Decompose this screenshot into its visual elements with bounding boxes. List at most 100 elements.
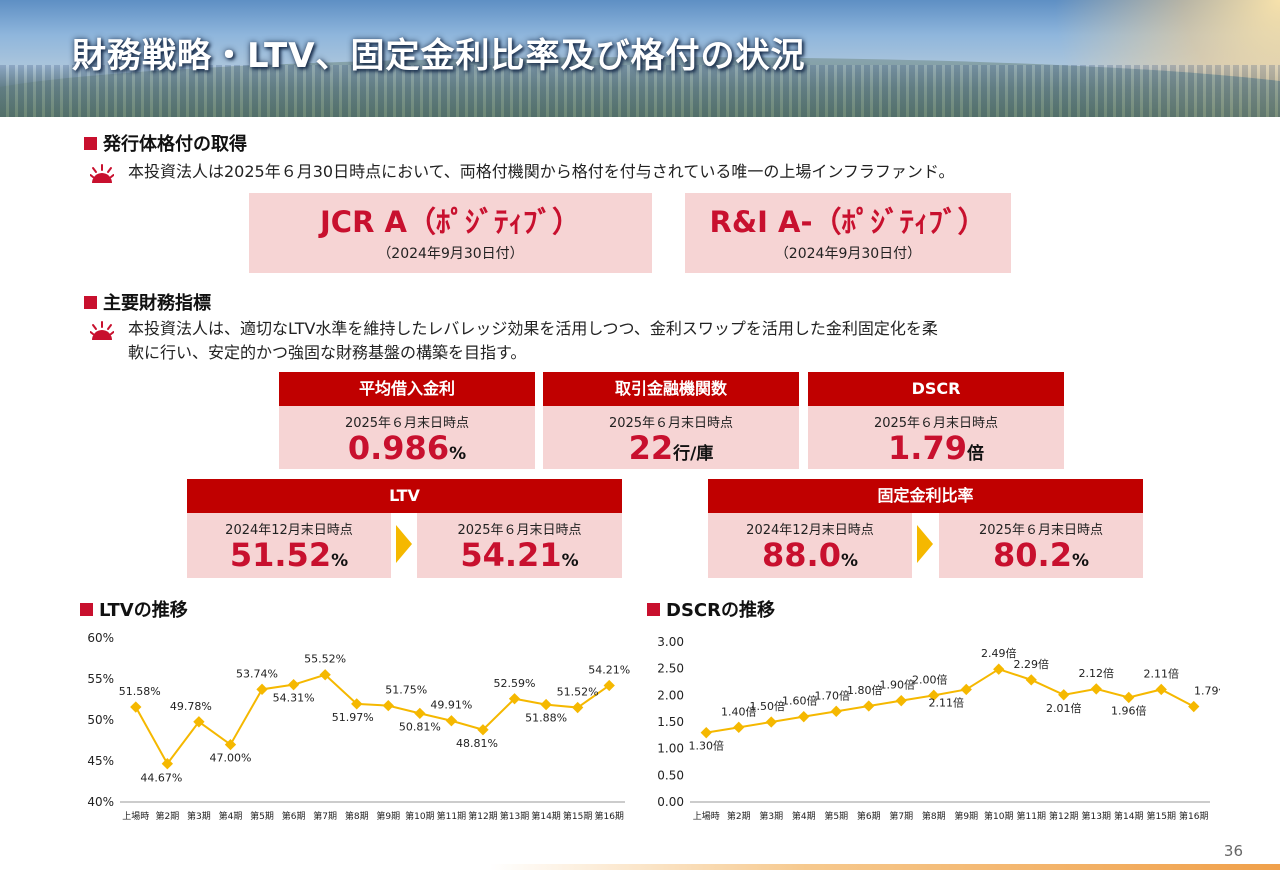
y-tick-label: 40% [87,795,114,809]
data-point [1025,674,1037,686]
metrics-description-line2: 軟に行い、安定的かつ強固な財務基盤の構築を目指す。 [128,343,527,362]
dscr-chart-heading: DSCRの推移 [647,596,775,622]
data-label: 2.01倍 [1046,701,1082,715]
data-point [700,727,712,739]
metric-banks-label: 2025年６月末日時点 [608,416,734,431]
x-tick-label: 第11期 [1017,810,1046,822]
data-label: 2.11倍 [929,695,965,709]
fixed-after-label: 2025年６月末日時点 [978,523,1104,538]
y-tick-label: 1.00 [657,742,684,756]
x-tick-label: 第10期 [405,810,434,822]
y-tick-label: 2.50 [657,662,684,676]
title-banner: 財務戦略・LTV、固定金利比率及び格付の状況 [0,0,1280,117]
y-tick-label: 0.50 [657,768,684,782]
dscr-chart-heading-text: DSCRの推移 [666,600,775,621]
data-label: 2.12倍 [1079,666,1115,680]
data-point [445,715,458,727]
x-tick-label: 第8期 [922,810,946,822]
data-point [1155,683,1167,696]
data-point [603,679,615,692]
data-label: 49.91% [430,699,472,712]
y-tick-label: 1.50 [657,715,684,729]
metrics-description-line1: 本投資法人は、適切なLTV水準を維持したレバレッジ効果を活用しつつ、金利スワップ… [128,319,938,338]
fixed-before-unit: % [840,551,858,571]
page-number: 36 [1223,842,1243,860]
metric-card-banks: 取引金融機関数 2025年６月末日時点 22行/庫 [543,372,799,469]
data-point [1188,700,1200,713]
data-label: 50.81% [399,720,441,733]
section-metrics-heading-text: 主要財務指標 [103,293,211,314]
x-tick-label: 第12期 [1049,810,1078,822]
metric-banks-title: 取引金融機関数 [543,372,799,406]
data-label: 2.00倍 [912,672,948,686]
red-square-icon [647,603,660,616]
data-label: 2.11倍 [1144,666,1180,680]
data-label: 1.50倍 [750,699,786,713]
series-line [134,673,610,766]
data-label: 51.75% [385,684,427,697]
y-tick-label: 60% [87,631,114,645]
fixed-before-label: 2024年12月末日時点 [746,523,874,538]
red-square-icon [84,137,97,150]
y-tick-label: 50% [87,713,114,727]
data-label: 1.96倍 [1111,703,1147,717]
ltv-chart-heading-text: LTVの推移 [99,600,188,621]
rating-box-jcr: JCR A（ﾎﾟｼﾞﾃｨﾌﾞ） （2024年9月30日付） [249,193,652,273]
rating-jcr-date: （2024年9月30日付） [377,246,524,262]
x-tick-label: 第6期 [857,810,881,822]
fixed-rate-card: 固定金利比率 2024年12月末日時点 88.0% 2025年６月末日時点 80… [708,479,1143,578]
footer-gradient-line [490,864,1280,870]
y-tick-label: 0.00 [657,795,684,809]
metric-card-dscr: DSCR 2025年６月末日時点 1.79倍 [808,372,1064,469]
data-label: 1.80倍 [847,683,883,697]
metric-banks-unit: 行/庫 [673,444,714,464]
data-point [1123,691,1135,704]
metric-dscr-title: DSCR [808,372,1064,406]
data-label: 49.78% [170,700,212,713]
data-point [130,701,142,713]
data-point [863,700,875,712]
x-tick-label: 第10期 [984,810,1013,822]
dscr-line-chart: 0.00 0.50 1.00 1.50 2.00 2.50 3.00 上場時 第2期 第3期 第4期… [657,635,1220,822]
ltv-after-value: 54.21 [460,536,562,574]
data-label: 51.97% [332,711,374,724]
data-label: 54.21% [588,663,630,676]
metric-interest-unit: % [449,444,467,464]
metric-interest-title: 平均借入金利 [279,372,535,406]
x-tick-label: 第7期 [313,810,337,822]
data-label: 2.49倍 [981,646,1017,660]
data-point [256,683,268,695]
x-tick-label: 第13期 [500,810,529,822]
solar-panels-background [0,65,1280,117]
ltv-after-unit: % [561,551,579,571]
data-label: 1.90倍 [880,678,916,692]
ltv-before-label: 2024年12月末日時点 [225,523,353,538]
data-label: 1.40倍 [721,704,757,718]
fixed-rate-card-title: 固定金利比率 [708,479,1143,513]
x-tick-label: 第9期 [954,810,978,822]
y-tick-label: 55% [87,672,114,686]
ltv-line-chart: 40%45%50%55%60%上場時 第2期 第3期 第4期 第5期 第6期 第7期 第8期第… [87,631,630,822]
rating-jcr-value: JCR A（ﾎﾟｼﾞﾃｨﾌﾞ） [320,205,581,239]
metric-banks-value: 22 [628,429,674,467]
ltv-card-title: LTV [187,479,622,513]
data-point [733,721,745,733]
data-label: 1.79倍 [1194,684,1220,698]
data-label: 55.52% [304,653,346,666]
metrics-description: 本投資法人は、適切なLTV水準を維持したレバレッジ効果を活用しつつ、金利スワップ… [128,317,1228,365]
section-rating-heading: 発行体格付の取得 [84,130,247,156]
x-tick-label: 第15期 [563,810,592,822]
data-point [765,716,777,728]
red-square-icon [80,603,93,616]
data-label: 47.00% [209,752,251,765]
arrow-right-icon [396,525,412,563]
data-label: 52.59% [494,677,536,690]
data-label: 53.74% [236,667,278,680]
metric-interest-value: 0.986 [347,429,450,467]
metric-dscr-label: 2025年６月末日時点 [873,416,999,431]
data-label: 54.31% [273,692,315,705]
rating-ri-value: R&I A-（ﾎﾟｼﾞﾃｨﾌﾞ） [709,205,987,239]
data-point [993,663,1005,675]
data-point [1090,683,1102,695]
x-tick-label: 上場時 [693,810,720,822]
